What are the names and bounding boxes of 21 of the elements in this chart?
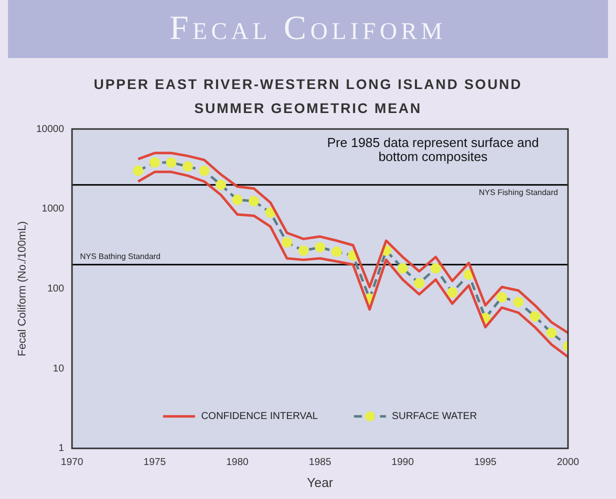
y-tick-label: 1 (58, 443, 64, 454)
x-tick-label: 2000 (556, 457, 580, 468)
legend-label: SURFACE WATER (392, 411, 477, 422)
x-tick-label: 1985 (308, 457, 332, 468)
x-tick-label: 1990 (392, 457, 414, 468)
chart-subtitle: UPPER EAST RIVER-WESTERN LONG ISLAND SOUND SUMMER GEOMETRIC MEAN (92, 75, 524, 118)
x-tick-label: 1995 (474, 457, 497, 468)
ref-line-label: NYS Fishing Standard (478, 188, 558, 198)
y-tick-label: 10000 (36, 124, 64, 135)
y-tick-label: 1000 (42, 204, 64, 215)
x-axis-title: Year (306, 474, 334, 490)
x-tick-label: 1980 (226, 457, 249, 468)
y-tick-label: 10 (52, 363, 64, 374)
annotation: Pre 1985 data represent surface and bottom composites (327, 135, 539, 164)
y-axis-title: Fecal Coliform (No./100mL) (16, 221, 29, 356)
legend-label: CONFIDENCE INTERVAL (201, 411, 318, 422)
y-tick-label: 100 (47, 283, 64, 294)
chart-title: Fecal Coliform (8, 0, 608, 58)
ref-line-label: NYS Bathing Standard (80, 252, 161, 261)
x-tick-label: 1975 (144, 457, 166, 468)
x-tick-label: 1970 (60, 457, 84, 468)
